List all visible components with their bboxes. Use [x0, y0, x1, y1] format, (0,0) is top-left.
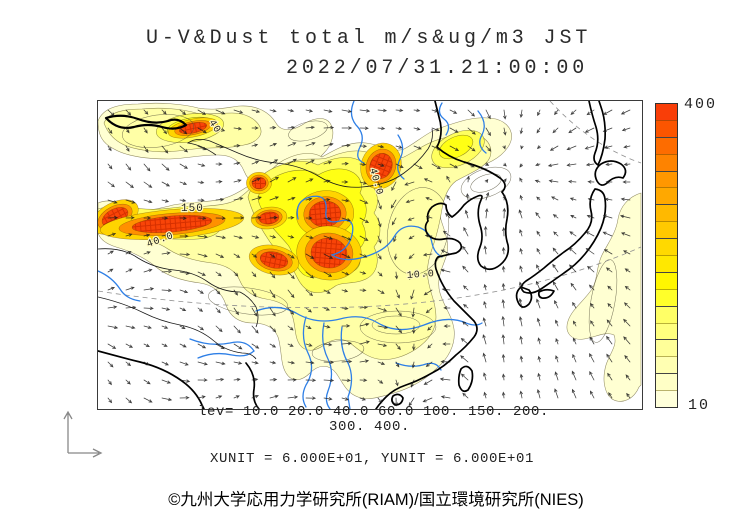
colorbar-cell: [656, 120, 677, 138]
contour-levels-line1: lev= 10.0 20.0 40.0 60.0 100. 150. 200.: [198, 404, 550, 420]
wind-vector-field: [107, 108, 631, 407]
colorbar-cell: [656, 272, 677, 290]
axis-arrows-icon: [63, 410, 103, 458]
colorbar-cell: [656, 374, 677, 392]
colorbar-cell: [656, 171, 677, 189]
figure-title: U-V&Dust total m/s&ug/m3 JST: [146, 27, 592, 50]
figure-timestamp: 2022/07/31.21:00:00: [286, 57, 589, 80]
colorbar: [655, 103, 678, 408]
colorbar-cell: [656, 340, 677, 358]
colorbar-max-label: 400: [684, 96, 718, 113]
colorbar-cell: [656, 222, 677, 240]
colorbar-cell: [656, 306, 677, 324]
coastlines: [98, 101, 627, 409]
colorbar-cell: [656, 391, 677, 408]
colorbar-cell: [656, 205, 677, 223]
colorbar-cell: [656, 188, 677, 206]
contour-lines: [122, 114, 618, 362]
colorbar-cell: [656, 289, 677, 307]
colorbar-cell: [656, 323, 677, 341]
vector-units-label: XUNIT = 6.000E+01, YUNIT = 6.000E+01: [210, 451, 535, 467]
contour-label: 10.0: [407, 269, 436, 282]
contour-levels-line2: 300. 400.: [329, 419, 411, 435]
colorbar-cell: [656, 239, 677, 257]
dust-hotspots: [98, 117, 402, 281]
graticule-lines: [98, 101, 642, 309]
colorbar-cell: [656, 104, 677, 121]
map-canvas: 150 40.0 40 40.0 10.0: [97, 100, 643, 410]
colorbar-cell: [656, 137, 677, 155]
colorbar-cell: [656, 154, 677, 172]
contour-label: 150: [181, 203, 204, 215]
colorbar-min-label: 10: [688, 397, 711, 414]
colorbar-cell: [656, 256, 677, 273]
credit-line: ©九州大学応用力学研究所(RIAM)/国立環境研究所(NIES): [168, 491, 584, 509]
colorbar-cell: [656, 357, 677, 375]
